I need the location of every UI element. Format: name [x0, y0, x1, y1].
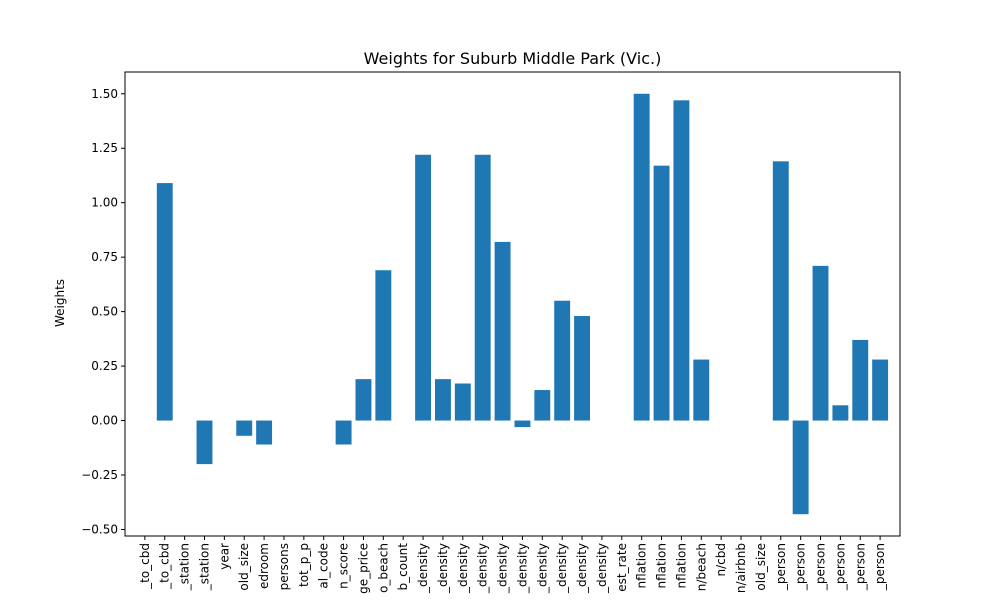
x-tick-label: _density: [575, 543, 589, 594]
bar: [156, 183, 173, 421]
bar: [256, 420, 273, 445]
x-tick-label: nflation: [674, 543, 688, 589]
bar-series: [156, 93, 889, 515]
bar: [375, 270, 392, 421]
bar: [514, 420, 531, 428]
x-tick-label: _density: [436, 543, 450, 594]
x-tick-label: old_size: [754, 543, 768, 591]
x-tick-label: _density: [555, 543, 569, 594]
bar: [852, 339, 869, 421]
bar: [812, 265, 829, 421]
x-tick-label: _density: [535, 543, 549, 594]
x-tick-label: nflation: [635, 543, 649, 589]
bar: [474, 154, 491, 421]
x-tick-label: est_rate: [615, 543, 629, 592]
y-tick-label: 1.00: [91, 196, 118, 210]
x-tick-label: _to_cbd: [138, 543, 152, 590]
y-tick-label: 0.25: [91, 359, 118, 373]
x-tick-label: b_count: [396, 543, 410, 591]
y-tick-label: −0.25: [81, 468, 118, 482]
x-tick-label: ge_price: [356, 543, 370, 594]
y-tick-label: 0.50: [91, 305, 118, 319]
bar: [872, 359, 889, 421]
x-tick-label: o_beach: [376, 543, 390, 593]
x-tick-label: _density: [476, 543, 490, 594]
x-tick-label: edroom: [257, 543, 271, 589]
x-tick-label: _person: [814, 543, 828, 591]
bar: [653, 165, 670, 421]
y-tick-label: 1.25: [91, 141, 118, 155]
y-tick-label: −0.50: [81, 522, 118, 536]
bar: [693, 359, 710, 421]
x-tick-label: al_code: [317, 543, 331, 589]
x-tick-label: year: [217, 543, 231, 570]
x-tick-label: _person: [794, 543, 808, 591]
bar: [196, 420, 213, 465]
y-axis-label: Weights: [53, 279, 67, 327]
y-tick-label: 0.75: [91, 250, 118, 264]
x-tick-label: old_size: [237, 543, 251, 591]
bar: [633, 93, 650, 421]
x-tick-label: _to_cbd: [158, 543, 172, 590]
bar: [454, 383, 471, 421]
plot-frame: [124, 71, 901, 537]
bar: [554, 300, 571, 421]
x-tick-label: nflation: [655, 543, 669, 589]
x-tick-label: _person: [774, 543, 788, 591]
y-tick-label: 1.50: [91, 87, 118, 101]
x-tick-label: _person: [853, 543, 867, 591]
x-tick-label: _person: [833, 543, 847, 591]
x-tick-label: _density: [595, 543, 609, 594]
x-tick-label: _station: [197, 543, 211, 591]
bar: [494, 241, 511, 421]
x-tick-label: tot_p_p: [297, 543, 311, 587]
x-axis: _to_cbd _to_cbd _station _station year old_si…: [138, 536, 887, 594]
bar: [236, 420, 253, 436]
y-axis: −0.50 −0.25 0.00 0.25 0.50 0.75 1.00 1.25 1.50: [81, 87, 125, 536]
x-tick-label: n_score: [337, 543, 351, 589]
bar: [435, 379, 451, 421]
bar: [355, 379, 372, 421]
x-tick-label: persons: [277, 543, 291, 590]
bar: [792, 420, 809, 515]
x-tick-label: _density: [515, 543, 529, 594]
x-tick-label: _station: [178, 543, 192, 591]
x-tick-label: _person: [873, 543, 887, 591]
bar: [574, 315, 590, 421]
x-tick-label: _density: [456, 543, 470, 594]
bar: [673, 100, 690, 421]
y-tick-label: 0.00: [91, 414, 118, 428]
x-tick-label: n/airbnb: [734, 543, 748, 593]
bar: [832, 405, 849, 421]
x-tick-label: _density: [496, 543, 510, 594]
bar: [534, 390, 551, 421]
bar: [772, 161, 789, 421]
bar: [415, 154, 432, 421]
x-tick-label: n/beach: [694, 543, 708, 591]
bar: [335, 420, 352, 445]
x-tick-label: n/cbd: [714, 543, 728, 576]
chart-title: Weights for Suburb Middle Park (Vic.): [364, 49, 662, 68]
x-tick-label: _density: [416, 543, 430, 594]
